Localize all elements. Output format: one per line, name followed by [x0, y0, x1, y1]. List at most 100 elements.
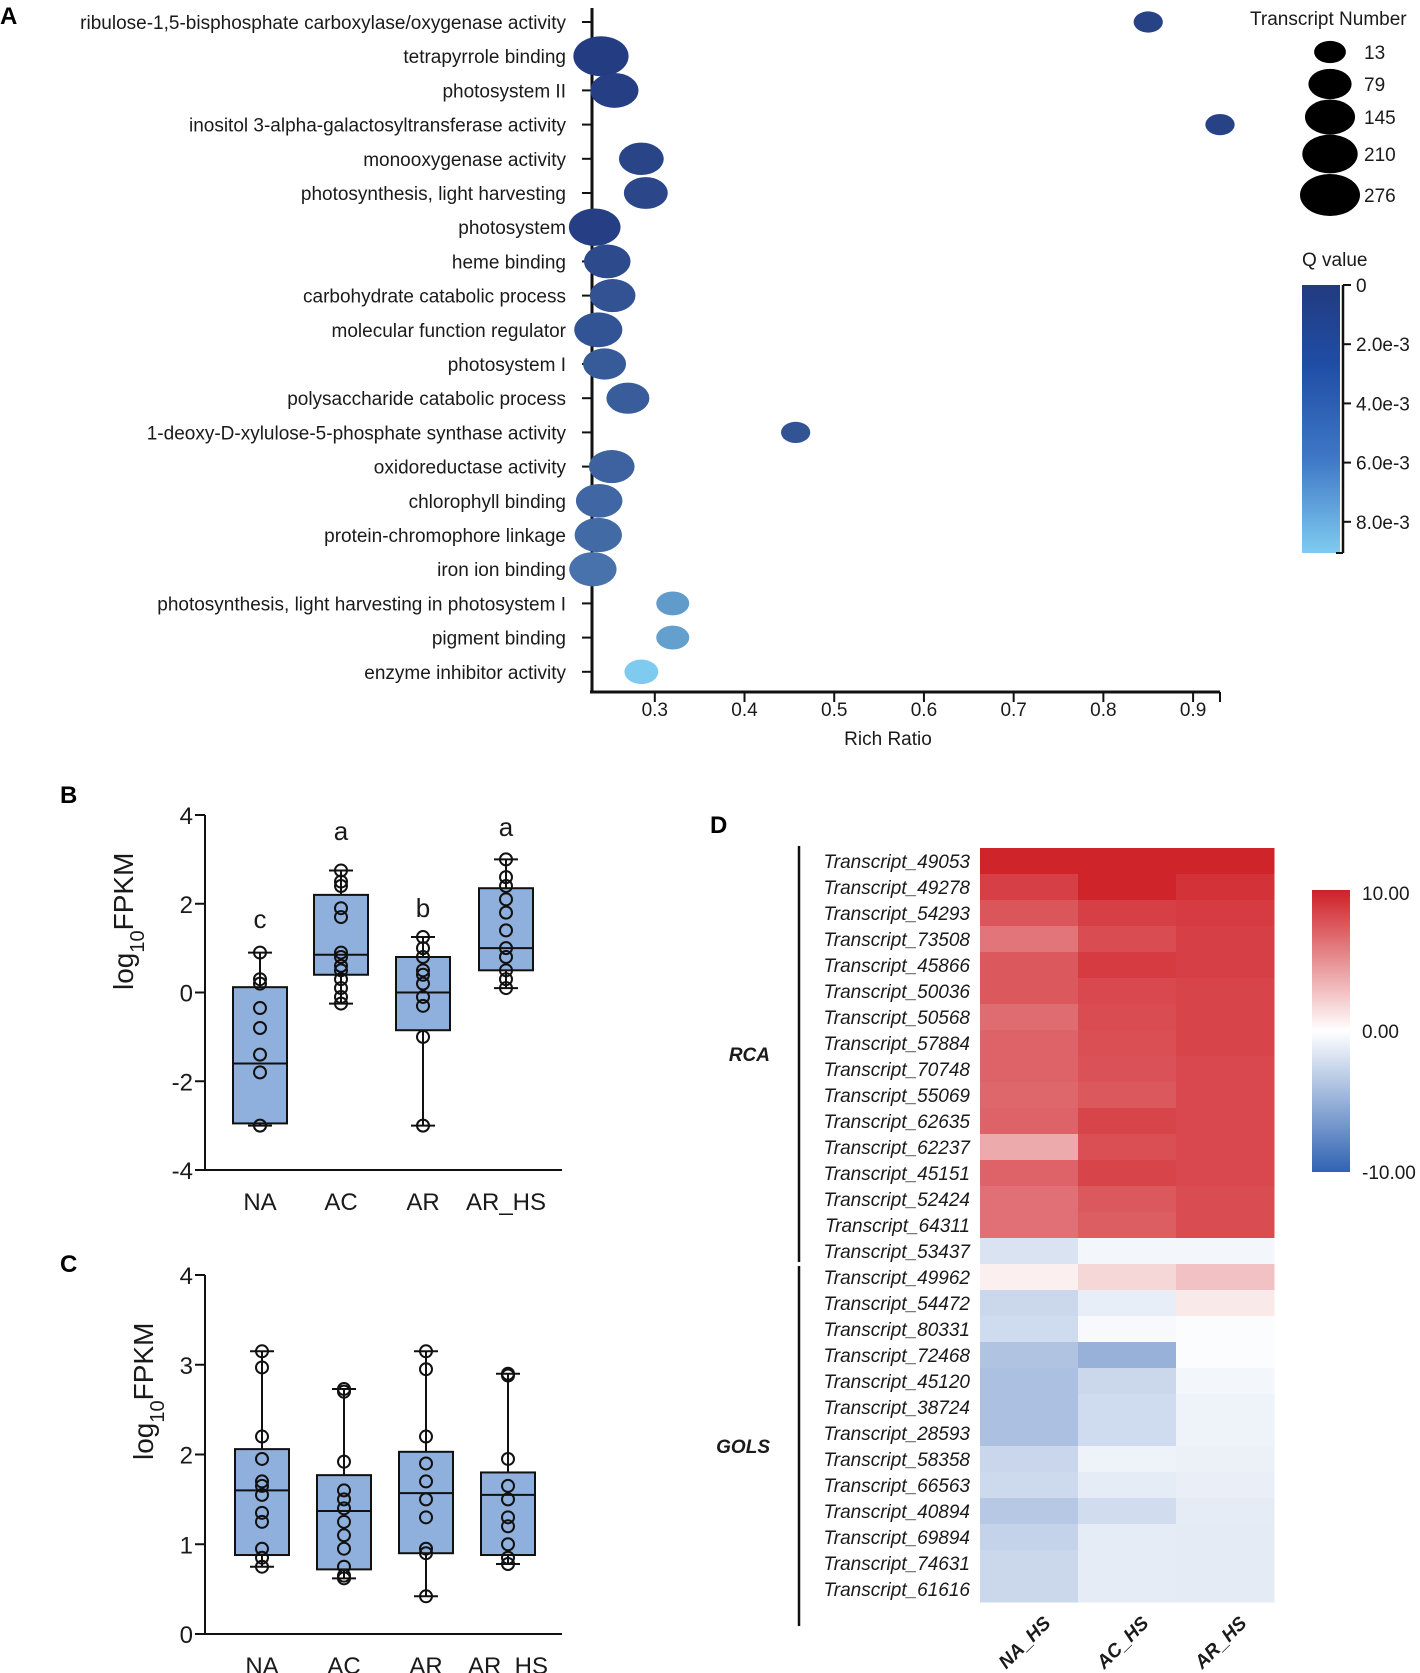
heatmap-cell: [1176, 1498, 1275, 1525]
heatmap-cell: [980, 1498, 1079, 1525]
heatmap-cell: [1176, 978, 1275, 1005]
data-point: [334, 981, 348, 996]
log2fc-colorbar: [1312, 890, 1350, 1172]
category-label: polysaccharide catabolic process: [287, 389, 566, 410]
row-label: Transcript_49962: [824, 1268, 971, 1289]
data-point: [499, 879, 513, 893]
data-point: [499, 963, 513, 978]
y-axis-title-c: log10FPKM: [128, 1323, 169, 1460]
category-label: chlorophyll binding: [409, 492, 566, 513]
category-label: photosystem I: [448, 355, 566, 376]
heatmap-cell: [1078, 848, 1177, 875]
data-point: [499, 981, 513, 996]
y-tick-label: 0: [180, 981, 193, 1008]
heatmap-cell: [980, 874, 1079, 901]
data-point: [337, 1384, 351, 1399]
row-label: Transcript_64311: [825, 1216, 970, 1237]
panel-label-d: D: [710, 812, 727, 839]
row-label: Transcript_61616: [824, 1580, 971, 1601]
heatmap-cell: [1176, 1576, 1275, 1603]
data-point: [419, 1510, 433, 1525]
heatmap-cell: [1176, 1446, 1275, 1473]
box: [234, 1448, 290, 1557]
box: [395, 956, 451, 1032]
data-point: [337, 1454, 351, 1469]
heatmap-cell: [1078, 1550, 1177, 1577]
data-point: [419, 1589, 433, 1604]
data-point: [255, 1550, 269, 1565]
row-label: Transcript_49053: [824, 852, 971, 873]
data-point: [253, 1021, 267, 1035]
y-tick-label: 2: [180, 892, 193, 919]
bubble: [1133, 11, 1163, 33]
category-label: monooxygenase activity: [363, 150, 566, 171]
heatmap-cell: [1078, 1446, 1177, 1473]
y-tick-label: 1: [180, 1532, 193, 1559]
heatmap-cell: [1078, 1082, 1177, 1109]
heatmap-cell: [1078, 1290, 1177, 1317]
heatmap-cell: [1176, 1524, 1275, 1551]
data-point: [501, 1451, 515, 1466]
heatmap-cell: [980, 1264, 1079, 1291]
heatmap-cell: [980, 1290, 1079, 1317]
x-tick-label: NA: [243, 1189, 276, 1216]
boxplot-b-marks: 4 2 0 -2 -4 NA c AC a AR b AR_HS a: [172, 803, 562, 1216]
heatmap-cell: [1078, 1030, 1177, 1057]
bubble: [584, 244, 631, 279]
data-point: [253, 1118, 267, 1133]
bubble: [1205, 113, 1235, 136]
row-label: Transcript_80331: [824, 1320, 970, 1341]
y-tick-label: 3: [180, 1353, 193, 1380]
heatmap-cell: [1176, 1368, 1275, 1395]
data-point: [334, 963, 348, 978]
heatmap-cell: [1176, 900, 1275, 927]
data-point: [416, 1029, 430, 1044]
data-point: [501, 1510, 515, 1525]
row-label: Transcript_38724: [824, 1398, 970, 1419]
x-tick-label: 0.9: [1180, 700, 1206, 721]
x-tick-label: AC: [324, 1189, 357, 1216]
heatmap-cell: [1176, 1420, 1275, 1447]
data-point: [416, 967, 430, 982]
category-label: molecular function regulator: [332, 321, 567, 342]
data-point: [255, 1451, 269, 1466]
x-tick-label: 0.8: [1090, 700, 1116, 721]
box: [398, 1450, 454, 1555]
heatmap-cell: [980, 1004, 1079, 1031]
heatmap-cell: [1176, 1290, 1275, 1317]
size-legend-marker: [1308, 68, 1352, 100]
size-legend-label: 145: [1364, 108, 1396, 129]
x-tick-label: AR: [409, 1653, 442, 1673]
heatmap-cell: [1078, 1316, 1177, 1343]
row-label: Transcript_70748: [824, 1060, 971, 1081]
heatmap-cell: [980, 1082, 1079, 1109]
data-point: [501, 1550, 515, 1565]
data-point: [499, 923, 513, 938]
category-label: pigment binding: [432, 629, 566, 650]
row-label: Transcript_72468: [824, 1346, 971, 1367]
heatmap-cell: [1176, 1030, 1275, 1057]
data-point: [334, 901, 348, 916]
data-point: [419, 1474, 433, 1489]
category-labels: ribulose-1,5-bisphosphate carboxylase/ox…: [80, 13, 566, 684]
bubble: [656, 591, 690, 616]
data-point: [419, 1362, 433, 1377]
heatmap-cell: [980, 1472, 1079, 1499]
column-label: AC_HS: [1092, 1613, 1153, 1673]
heatmap-cell: [1176, 1186, 1275, 1213]
heatmap-cell: [1176, 1004, 1275, 1031]
heatmap-cell: [980, 1186, 1079, 1213]
bubble: [588, 450, 635, 484]
row-label: Transcript_73508: [824, 930, 971, 951]
heatmap-cell: [980, 1108, 1079, 1135]
data-point: [416, 1118, 430, 1133]
data-point: [501, 1537, 515, 1552]
data-point: [337, 1514, 351, 1529]
data-point: [419, 1344, 433, 1359]
colorbar-tick-label: 8.0e-3: [1356, 513, 1410, 534]
category-label: 1-deoxy-D-xylulose-5-phosphate synthase …: [147, 423, 567, 444]
heatmap-cell: [1078, 1264, 1177, 1291]
group-brackets: RCA GOLS: [716, 846, 801, 1626]
data-point: [253, 972, 267, 987]
data-point: [334, 910, 348, 925]
